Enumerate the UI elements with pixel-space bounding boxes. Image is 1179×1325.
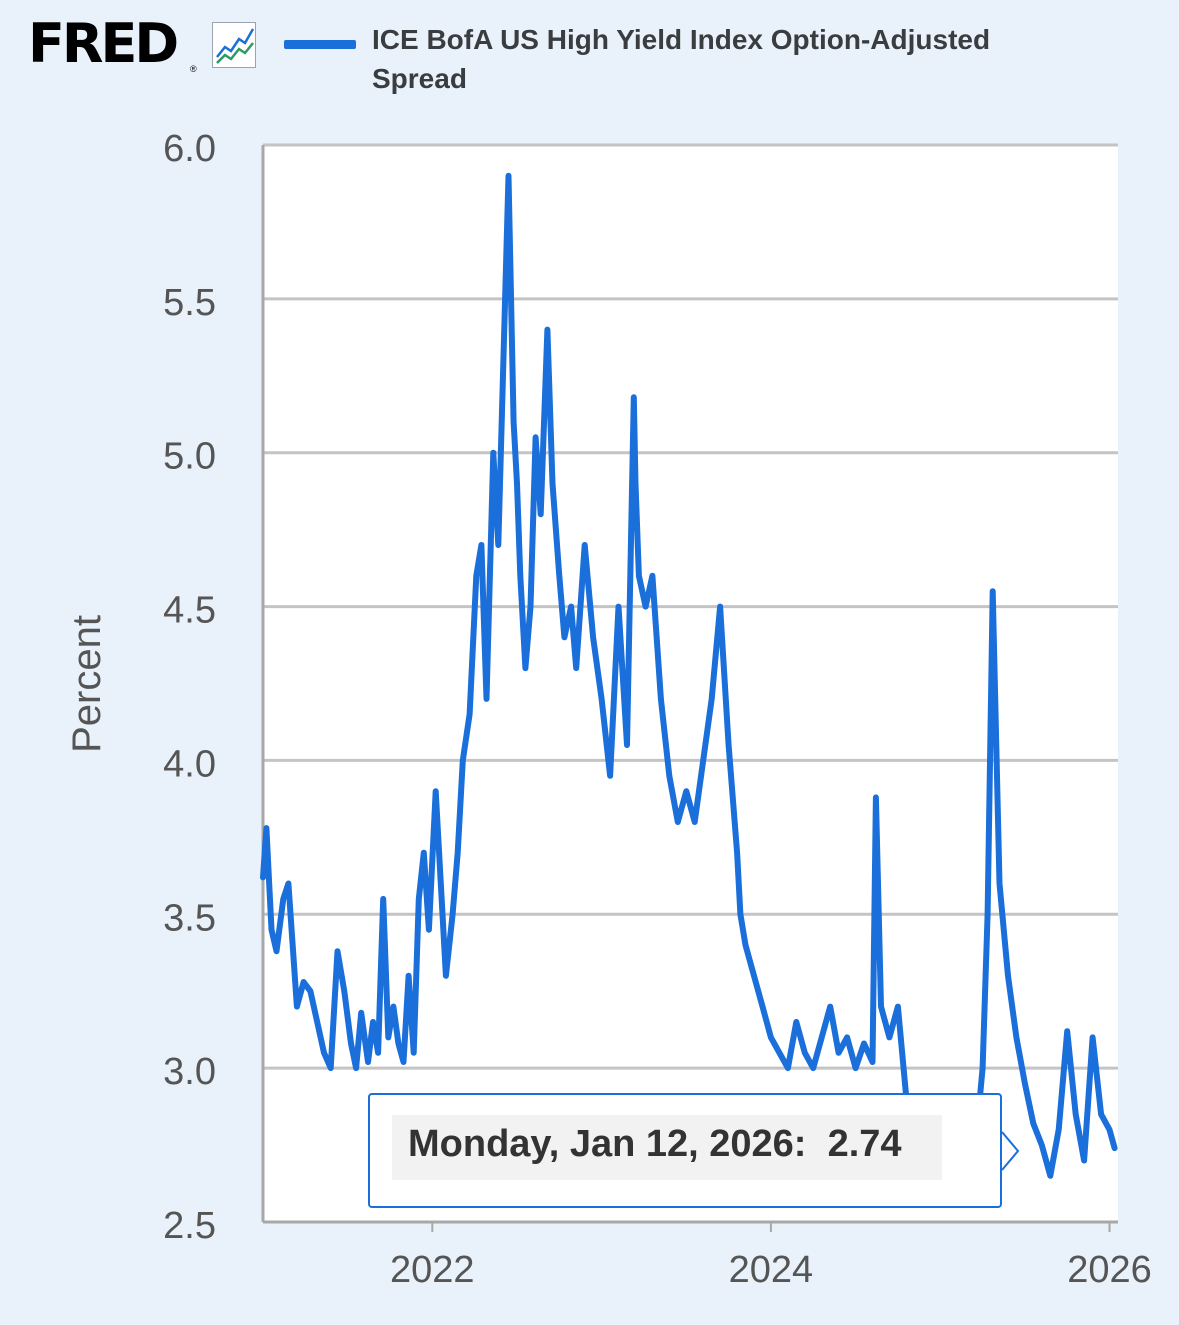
tooltip-date: Monday, Jan 12, 2026:	[408, 1123, 807, 1165]
tooltip-value: 2.74	[827, 1123, 902, 1165]
y-tick-label: 2.5	[163, 1205, 216, 1247]
x-tick-label: 2022	[390, 1249, 475, 1291]
fred-logo[interactable]: FRED	[28, 12, 179, 75]
y-tick-label: 5.5	[163, 282, 216, 324]
x-tick-label: 2026	[1067, 1249, 1152, 1291]
y-tick-label: 5.0	[163, 436, 216, 478]
tooltip-text: Monday, Jan 12, 2026: 2.74	[408, 1121, 902, 1167]
chart-header: FRED ® ICE BofA US High Yield Index Opti…	[0, 0, 1179, 110]
y-tick-label: 6.0	[163, 128, 216, 170]
hover-tooltip: Monday, Jan 12, 2026: 2.74	[368, 1093, 1002, 1208]
tooltip-pointer	[1001, 1131, 1020, 1171]
y-tick-label: 4.0	[163, 743, 216, 785]
x-tick-labels: 2022 2024 2026	[390, 1249, 1152, 1291]
y-tick-label: 4.5	[163, 590, 216, 632]
axes	[261, 145, 1118, 1232]
y-axis-label: Percent	[65, 615, 109, 753]
x-tick-label: 2024	[729, 1249, 814, 1291]
gridlines	[263, 143, 1118, 1070]
line-chart-icon	[212, 22, 256, 68]
tooltip-body	[392, 1115, 942, 1180]
y-tick-labels: 2.5 3.0 3.5 4.0 4.5 5.0 5.5 6.0	[163, 128, 216, 1247]
legend-label: ICE BofA US High Yield Index Option-Adju…	[372, 24, 991, 94]
registered-mark: ®	[190, 64, 197, 74]
legend-swatch	[284, 40, 356, 49]
y-tick-label: 3.5	[163, 897, 216, 939]
y-tick-label: 3.0	[163, 1051, 216, 1093]
